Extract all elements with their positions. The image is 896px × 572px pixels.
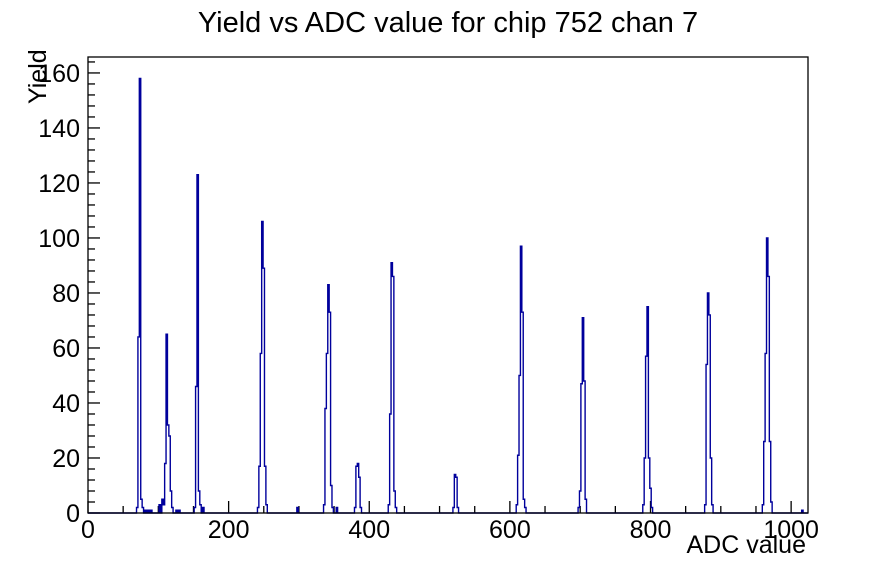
x-tick-label: 0	[81, 516, 95, 544]
chart-title: Yield vs ADC value for chip 752 chan 7	[197, 7, 699, 39]
y-tick-label: 140	[38, 115, 80, 143]
y-tick-label: 80	[52, 280, 80, 308]
x-tick-label: 800	[630, 516, 672, 544]
y-tick-label: 40	[52, 390, 80, 418]
x-tick-label: 1000	[763, 516, 819, 544]
x-tick-label: 600	[489, 516, 531, 544]
x-tick-label: 200	[208, 516, 250, 544]
x-axis-title: ADC value	[686, 531, 807, 559]
y-tick-label: 60	[52, 335, 80, 363]
y-tick-label: 0	[66, 500, 80, 528]
y-tick-label: 160	[38, 60, 80, 88]
y-tick-label: 20	[52, 445, 80, 473]
histogram-line	[88, 77, 808, 514]
y-tick-label: 120	[38, 170, 80, 198]
y-tick-label: 100	[38, 225, 80, 253]
x-tick-label: 400	[348, 516, 390, 544]
plot-frame	[87, 56, 809, 514]
